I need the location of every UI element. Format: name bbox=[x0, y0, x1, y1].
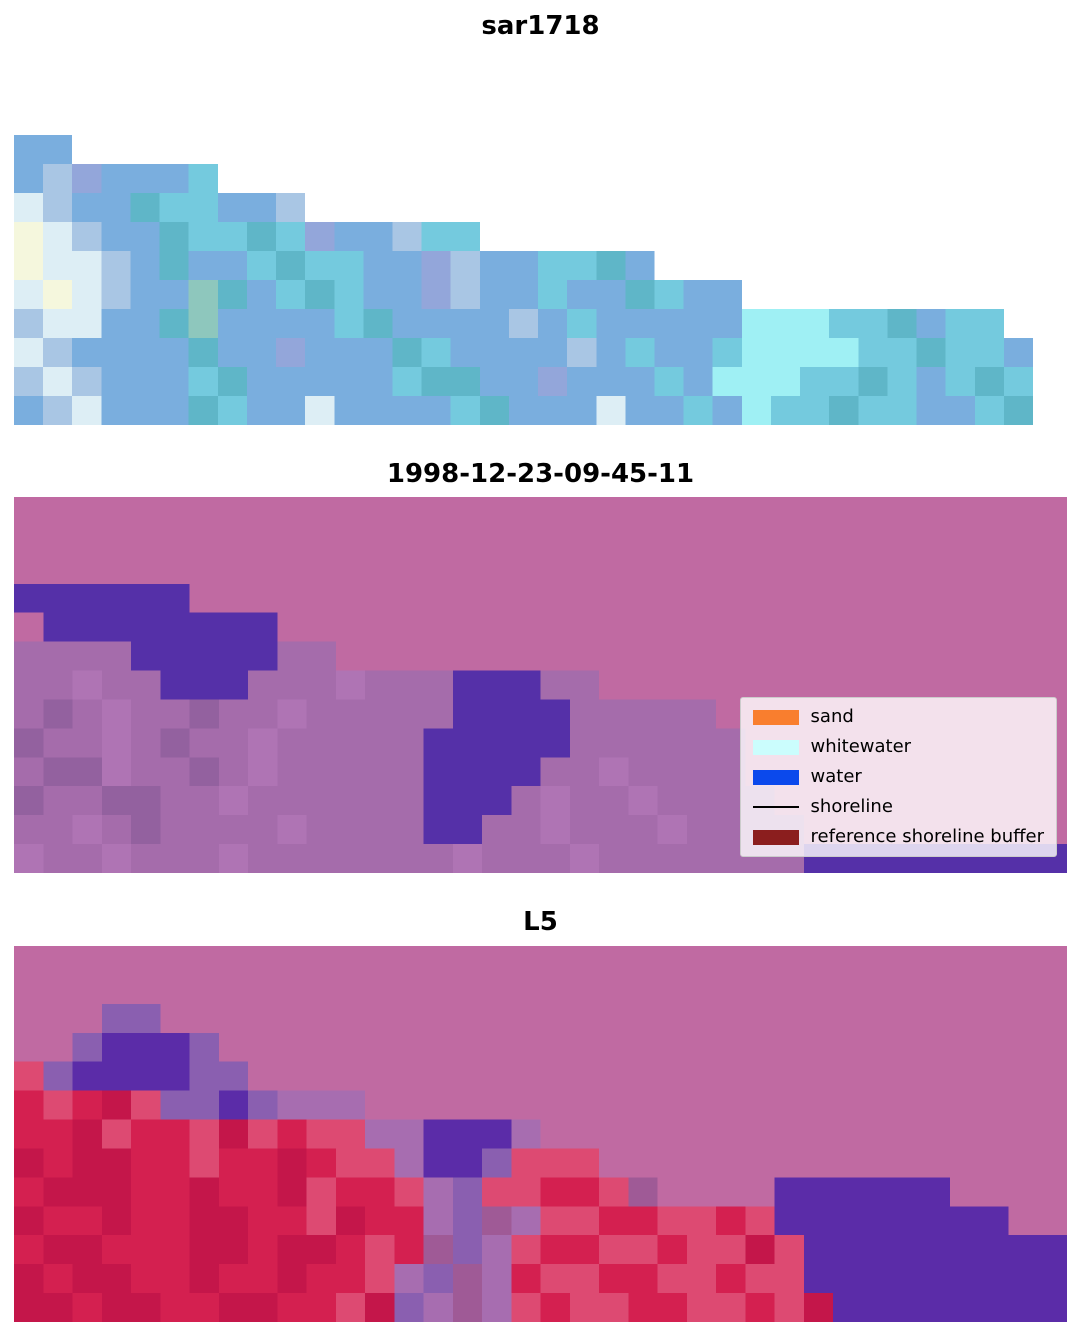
legend-item-reference-shoreline-buffer: reference shoreline buffer bbox=[752, 826, 1044, 848]
shoreline-line-icon bbox=[752, 806, 799, 808]
classification-image: sand whitewater water shoreline referenc… bbox=[14, 497, 1067, 873]
reference-shoreline-buffer-swatch-icon bbox=[752, 829, 799, 845]
legend-item-whitewater: whitewater bbox=[752, 736, 1044, 758]
legend-label-shoreline: shoreline bbox=[810, 796, 893, 817]
legend-label-water: water bbox=[810, 766, 862, 787]
sar1718-pixel-canvas bbox=[14, 135, 1033, 425]
legend: sand whitewater water shoreline referenc… bbox=[739, 697, 1057, 857]
legend-item-water: water bbox=[752, 766, 1044, 788]
legend-label-sand: sand bbox=[810, 706, 854, 727]
sar1718-image bbox=[14, 135, 1033, 425]
l5-image bbox=[14, 946, 1067, 1322]
whitewater-swatch-icon bbox=[752, 739, 799, 755]
legend-label-reference-shoreline-buffer: reference shoreline buffer bbox=[810, 826, 1044, 847]
legend-item-shoreline: shoreline bbox=[752, 796, 1044, 818]
legend-item-sand: sand bbox=[752, 706, 1044, 728]
water-swatch-icon bbox=[752, 769, 799, 785]
l5-pixel-canvas bbox=[14, 946, 1067, 1322]
sand-swatch-icon bbox=[752, 709, 799, 725]
panel-title-l5: L5 bbox=[523, 907, 558, 937]
legend-label-whitewater: whitewater bbox=[810, 736, 912, 757]
panel-title-sar1718: sar1718 bbox=[481, 11, 600, 41]
panel-title-timestamp: 1998-12-23-09-45-11 bbox=[386, 459, 695, 489]
